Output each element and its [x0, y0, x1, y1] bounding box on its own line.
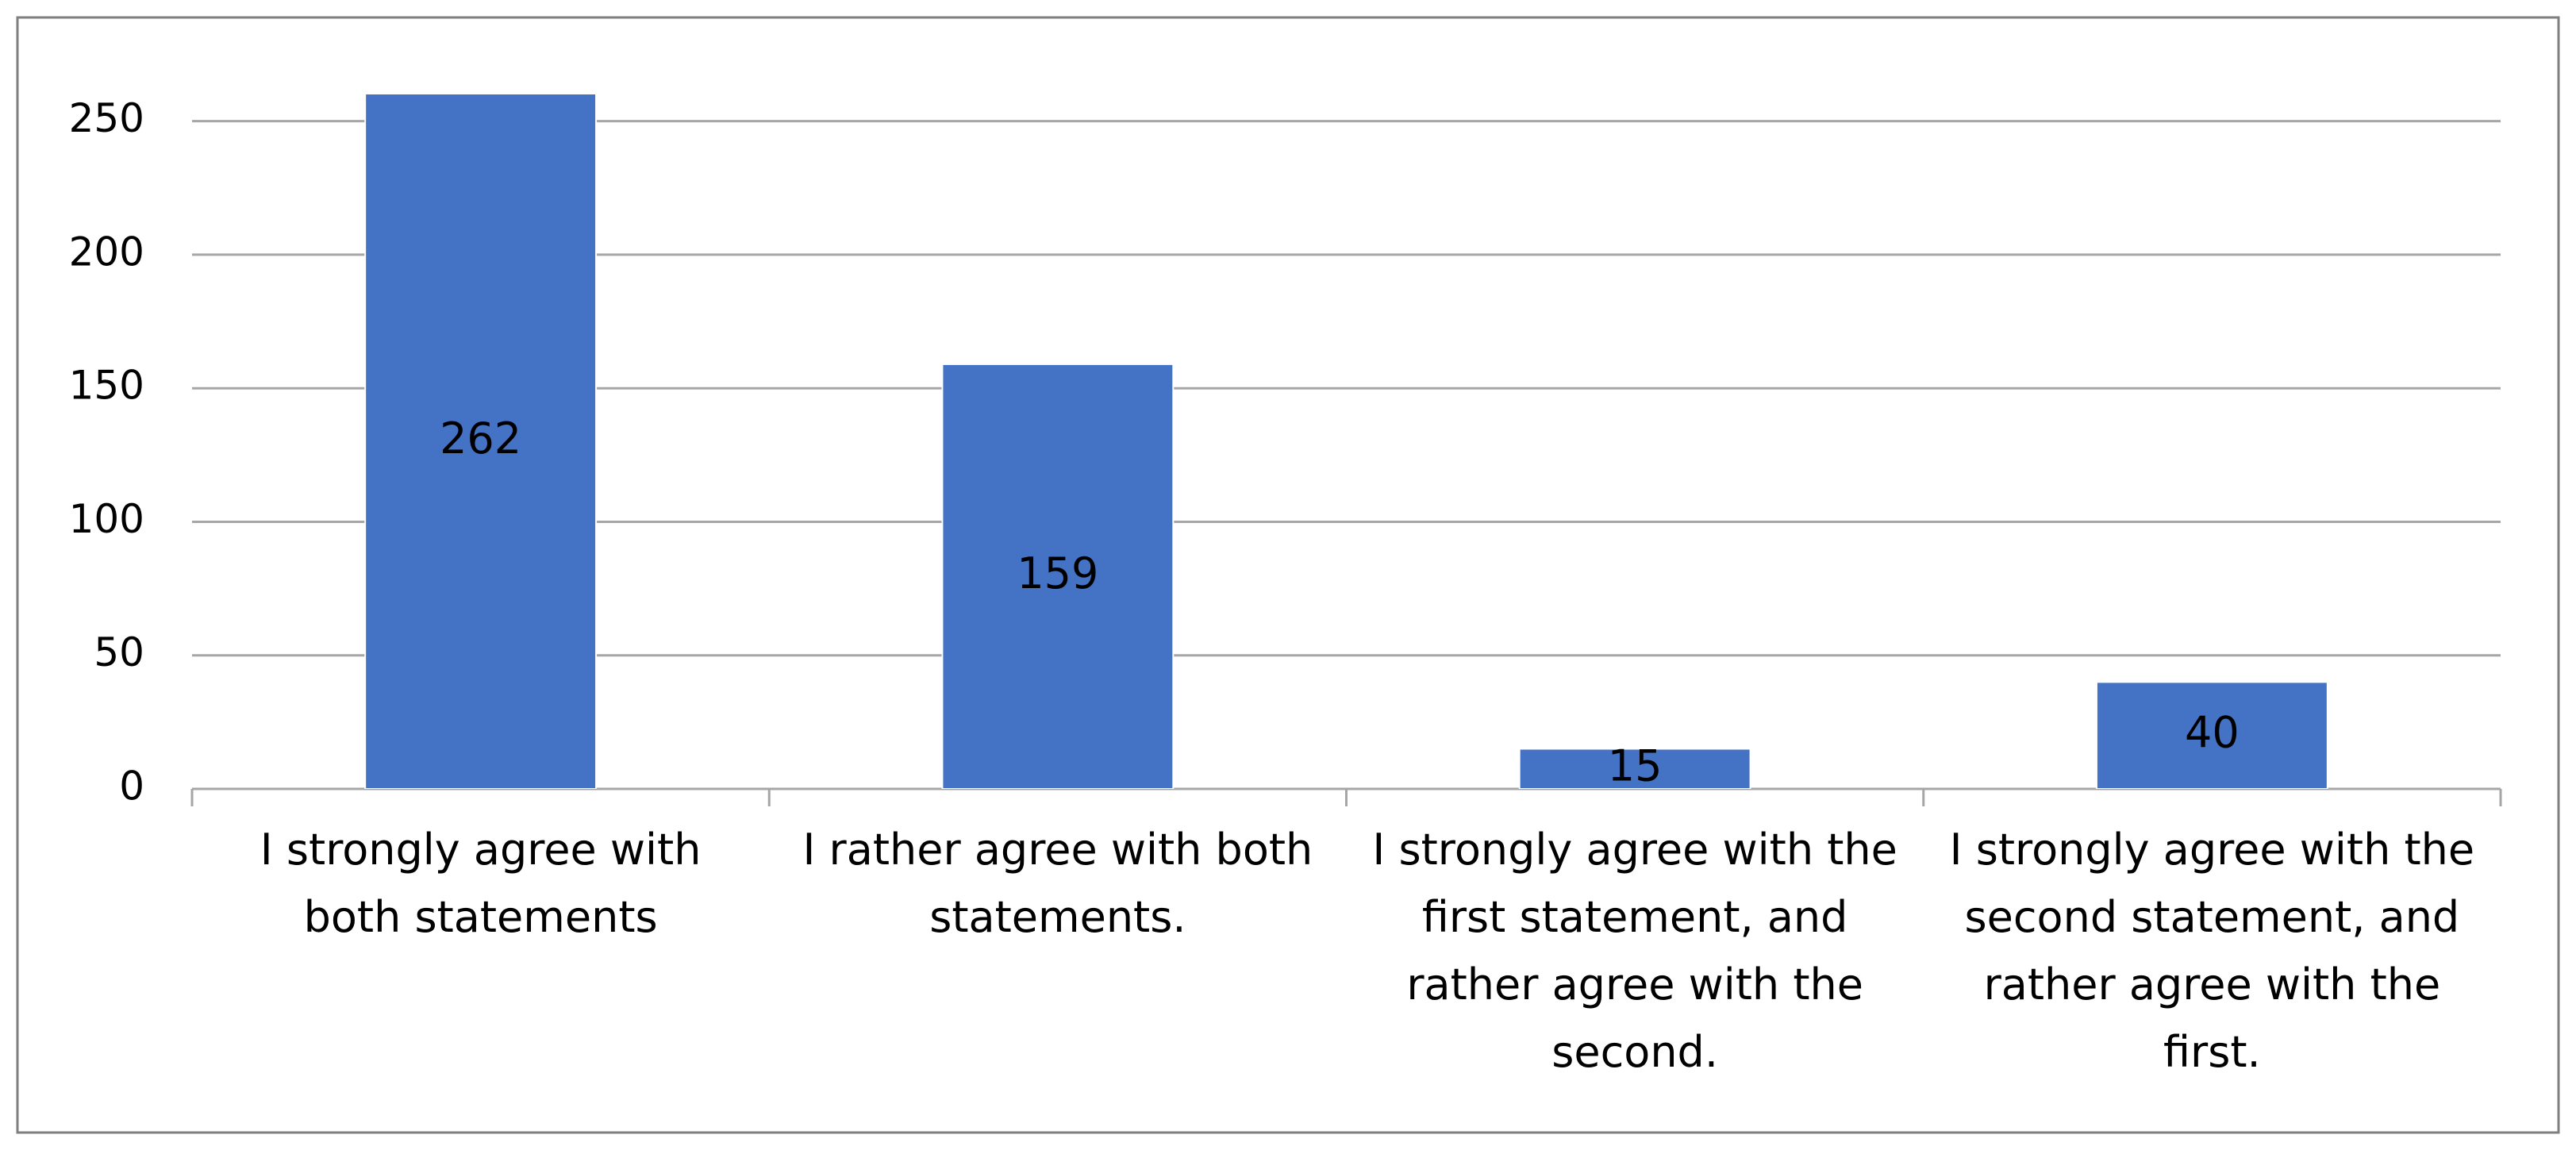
data-label: 159: [1017, 548, 1098, 598]
x-tick-label: I strongly agree with the second statemen…: [1950, 825, 2474, 1077]
y-tick-label: 50: [94, 629, 144, 675]
labels: 0 50 100 150 200 250 I strongly agree with both…: [69, 95, 2475, 1077]
y-tick-label: 150: [69, 363, 144, 409]
x-tick-label: I strongly agree with both statements: [260, 825, 702, 942]
x-tick-label: I rather agree with both statements.: [802, 825, 1313, 942]
data-label: 262: [440, 413, 521, 463]
bar: [1518, 748, 1751, 789]
data-label: 40: [2185, 707, 2240, 757]
y-tick-label: 100: [69, 496, 144, 542]
x-tick-label: I strongly agree with the first statement…: [1372, 825, 1897, 1077]
y-tick-label: 250: [69, 95, 144, 141]
bar: [364, 94, 598, 789]
bars: [364, 94, 2328, 789]
y-tick-label: 200: [69, 229, 144, 275]
bar: [2095, 681, 2328, 789]
data-label: 15: [1608, 740, 1663, 790]
y-tick-label: 0: [119, 763, 144, 810]
bar: [941, 363, 1175, 789]
